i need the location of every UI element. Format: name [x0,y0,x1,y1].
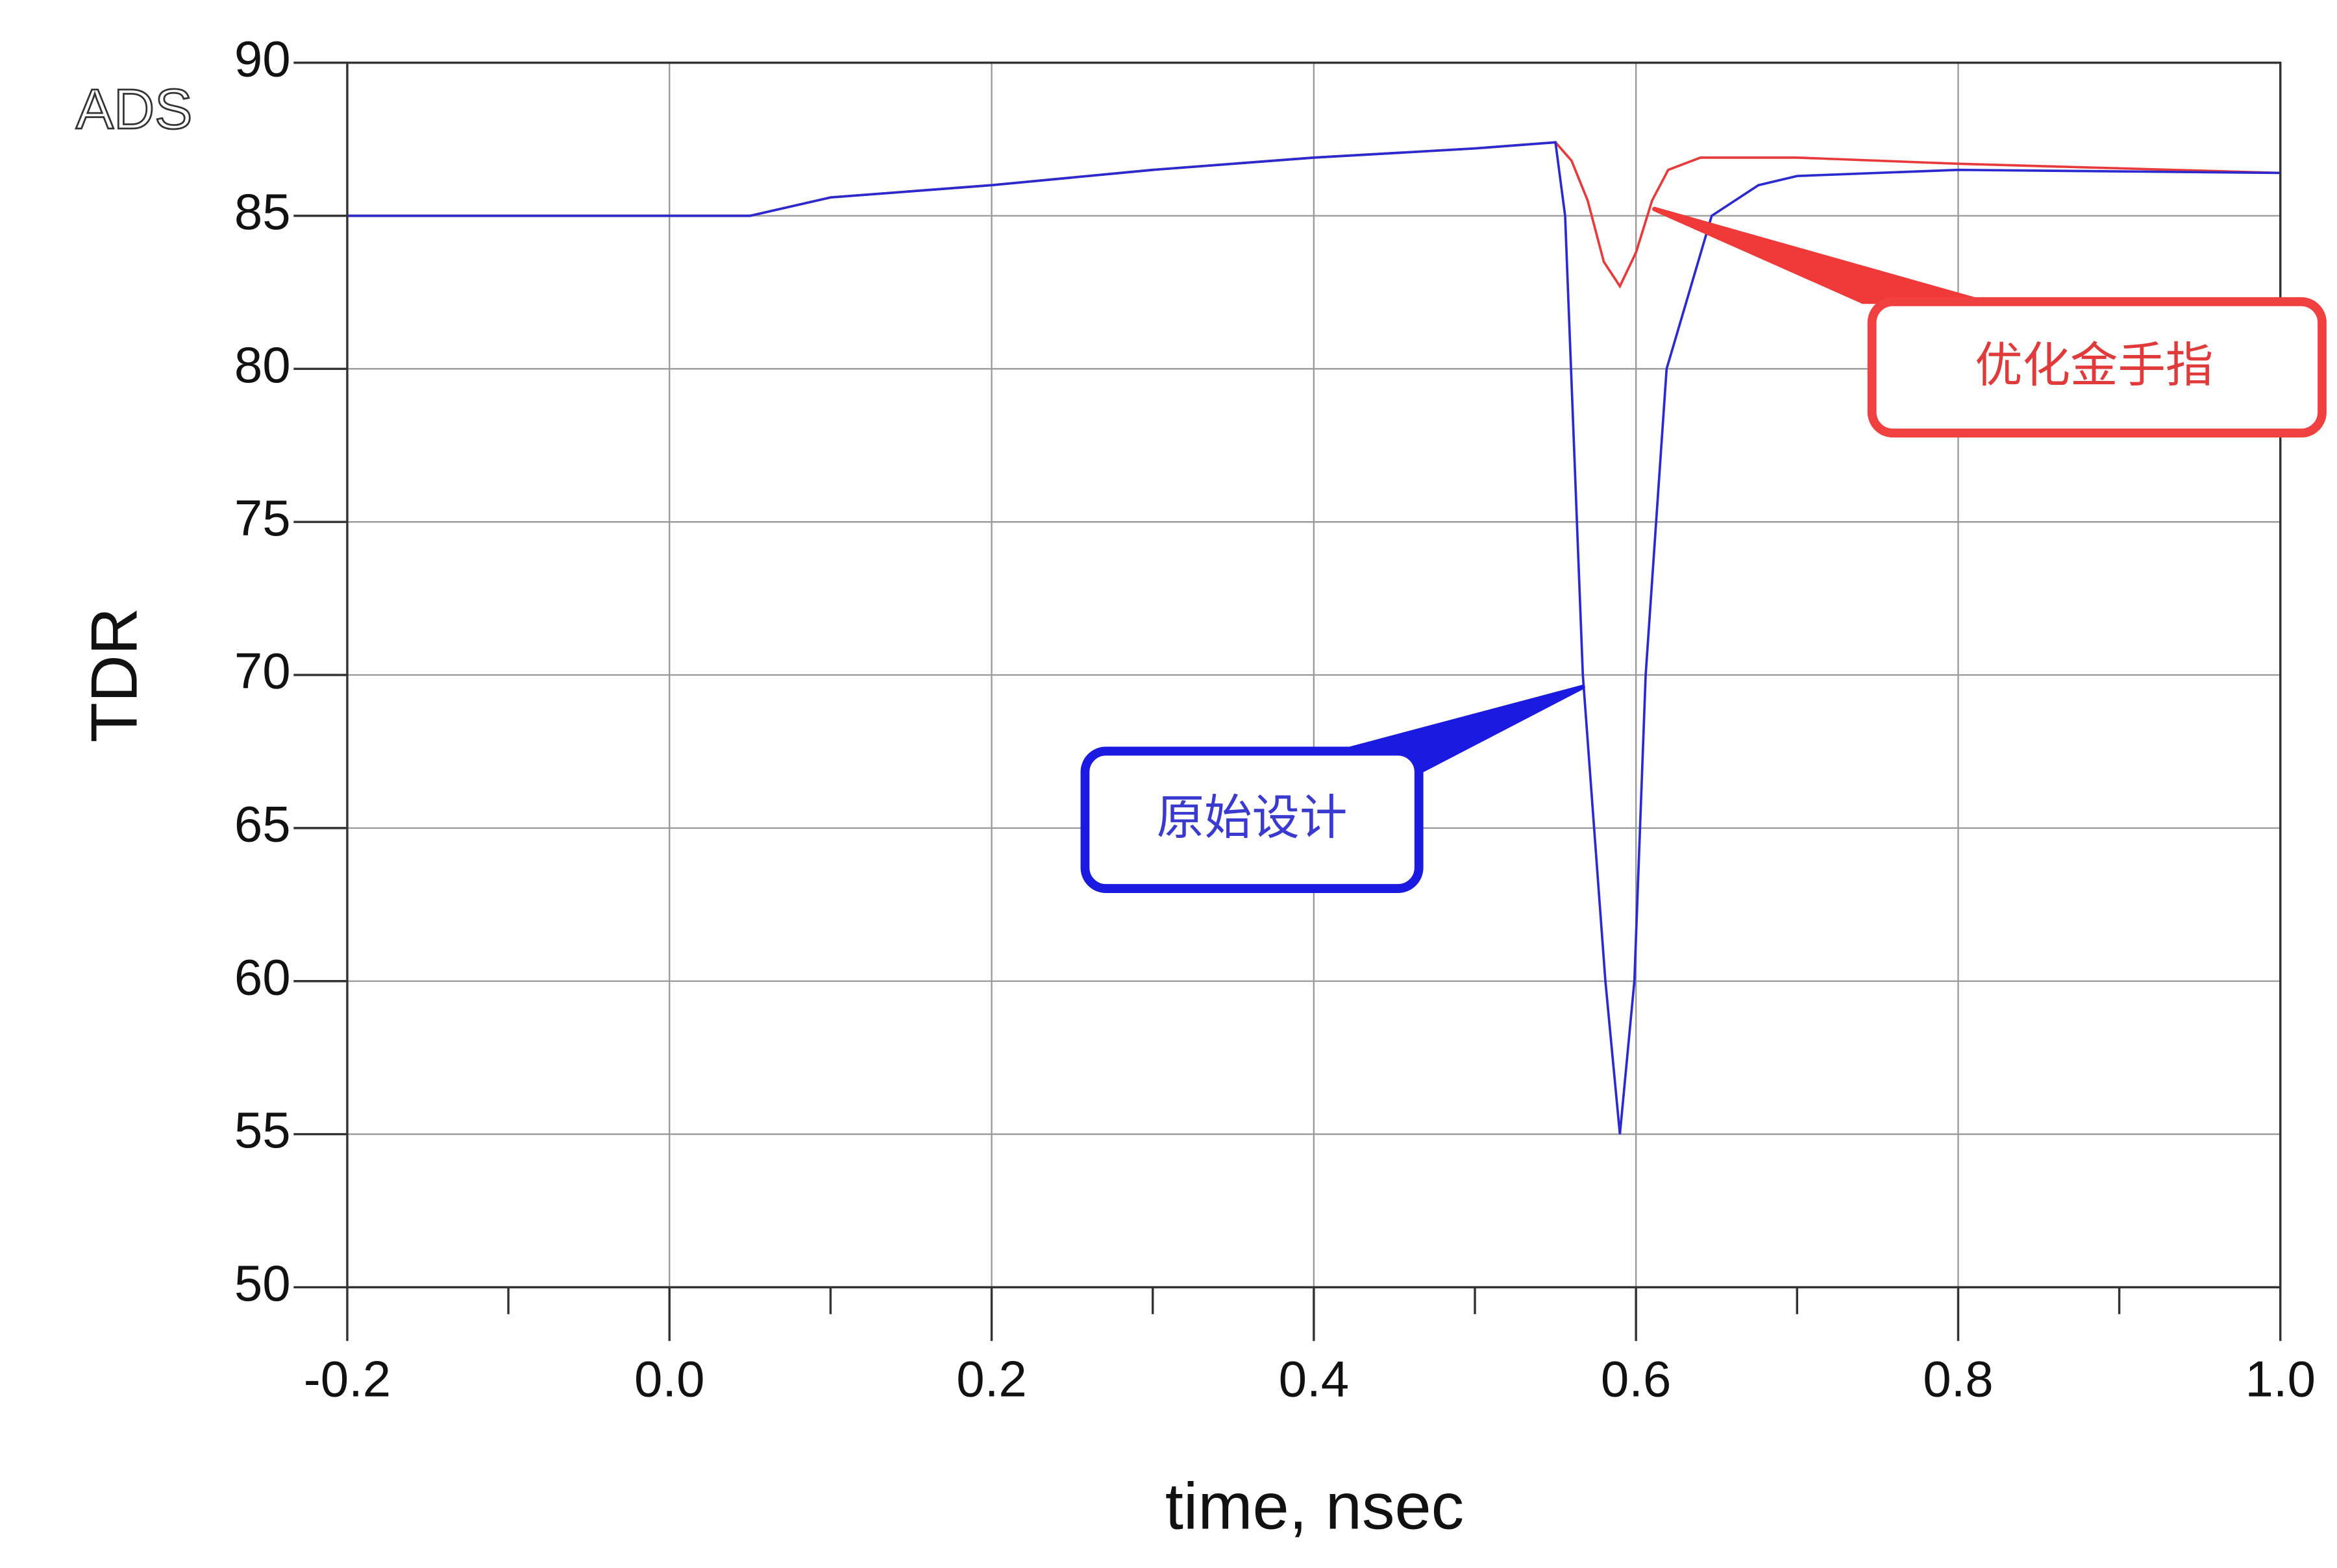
x-tick-label: 1.0 [2245,1350,2316,1407]
series-line [347,141,2281,1134]
y-axis-label: TDR [77,607,151,742]
callout-box [1080,746,1424,893]
y-tick-label: 65 [234,795,291,852]
callout-box [1867,297,2327,438]
y-tick-label: 75 [234,489,291,546]
x-tick-label: 0.4 [1279,1350,1349,1407]
x-tick-label: 0.6 [1601,1350,1671,1407]
y-tick-label: 70 [234,643,291,700]
y-tick-label: 90 [234,30,291,87]
corner-label: ADS [76,77,192,141]
callout-red: 优化金手指 [1652,206,2327,438]
grid: 50 55 60 65 70 75 80 85 90 -0.2 0.0 0.2 0.4 0.6 0.8 1.0 [234,30,2316,1407]
callout-text: 优化金手指 [1975,338,2213,392]
y-tick-label: 55 [234,1101,291,1158]
x-axis-label: time, nsec [1165,1469,1464,1543]
y-tick-label: 80 [234,336,291,393]
y-tick-label: 50 [234,1255,291,1312]
x-tick-label: 0.0 [634,1350,704,1407]
x-tick-label: 0.2 [956,1350,1026,1407]
plot-lines [347,141,2281,1134]
callout-pointer [1652,206,1985,304]
x-tick-label: 0.8 [1923,1350,1993,1407]
plot-frame [346,61,2282,1289]
callout-text: 原始设计 [1157,790,1348,844]
x-tick-label: -0.2 [304,1350,391,1407]
y-tick-label: 85 [234,183,291,240]
callout-blue: 原始设计 [1080,684,1585,893]
y-tick-label: 60 [234,948,291,1005]
